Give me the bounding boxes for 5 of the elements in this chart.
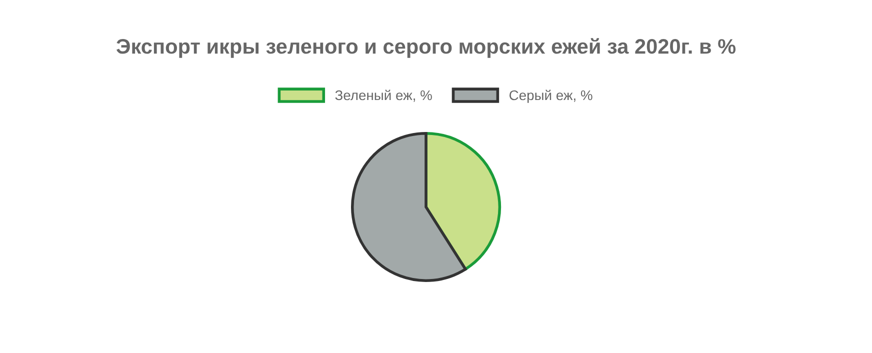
legend-label: Серый еж, %	[510, 90, 592, 103]
pie-slice	[424, 132, 501, 271]
chart-title: Экспорт икры зеленого и серого морских ежей за 2020г. в %	[116, 38, 736, 58]
pie-slice	[351, 132, 467, 282]
legend-label: Зеленый еж, %	[335, 90, 432, 102]
